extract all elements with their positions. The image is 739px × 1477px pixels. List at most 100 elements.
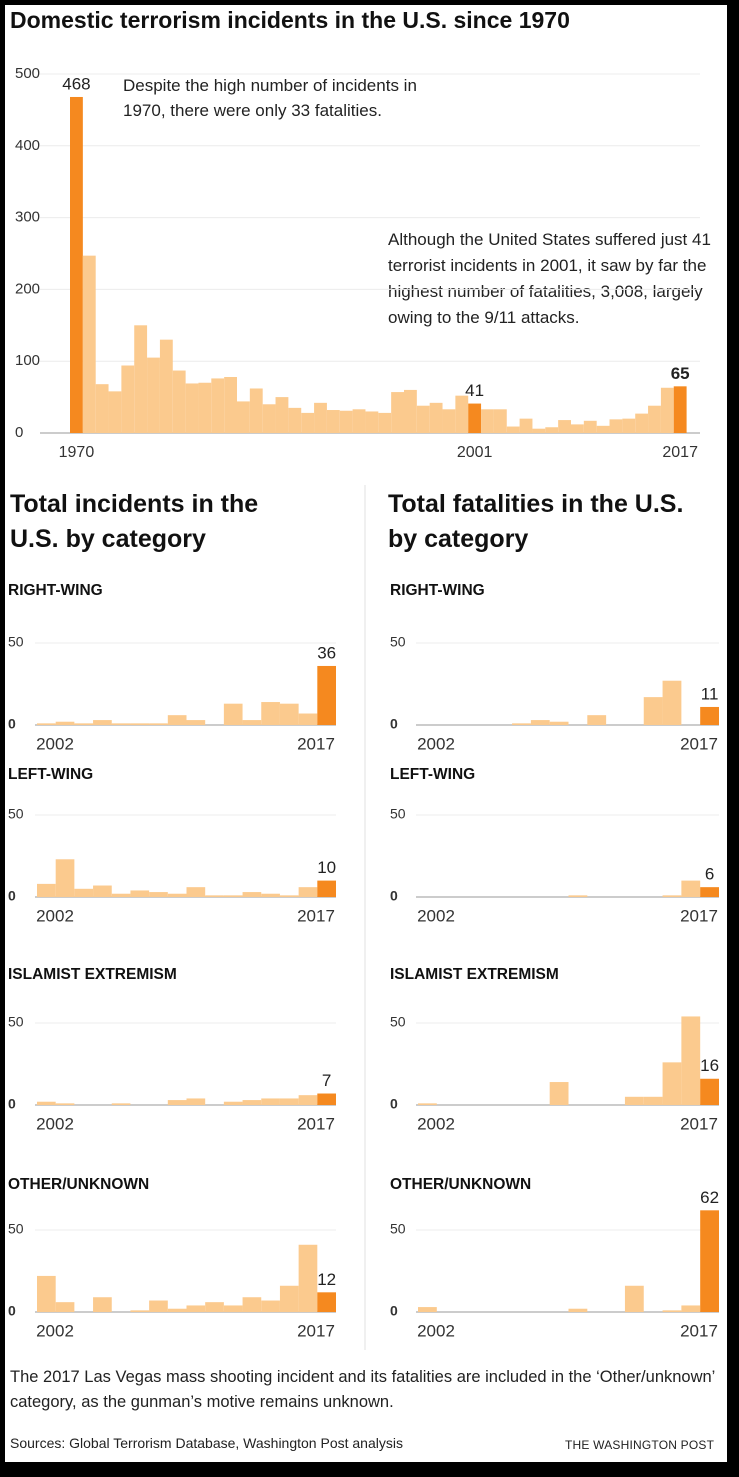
data-label: 62 bbox=[700, 1188, 719, 1207]
x-tick-label: 2017 bbox=[297, 1321, 335, 1340]
data-label: 6 bbox=[705, 865, 714, 884]
bar bbox=[149, 723, 168, 725]
bar bbox=[279, 1098, 299, 1105]
y-tick-label: 300 bbox=[15, 209, 40, 226]
data-label: 7 bbox=[322, 1071, 331, 1090]
bar bbox=[662, 680, 682, 725]
bar bbox=[429, 402, 443, 433]
bar bbox=[681, 1305, 701, 1312]
bar bbox=[468, 403, 482, 433]
x-tick-label: 2001 bbox=[457, 444, 493, 461]
bar bbox=[700, 1210, 719, 1312]
bar bbox=[185, 383, 199, 433]
bar bbox=[55, 1103, 75, 1105]
bar bbox=[205, 895, 224, 897]
y-tick-label: 50 bbox=[390, 806, 406, 822]
bar bbox=[317, 1292, 336, 1312]
bar bbox=[95, 384, 109, 433]
bar bbox=[442, 409, 456, 433]
x-tick-label: 2017 bbox=[297, 734, 335, 753]
bar bbox=[261, 702, 280, 725]
data-label: 65 bbox=[671, 364, 690, 383]
bar bbox=[506, 426, 520, 433]
annotation: Although the United States suffered just… bbox=[388, 230, 711, 327]
bar bbox=[147, 357, 160, 433]
data-label: 11 bbox=[701, 684, 719, 703]
bar bbox=[317, 665, 336, 725]
chart-title: ISLAMIST EXTREMISM bbox=[390, 966, 559, 983]
bar bbox=[587, 715, 607, 725]
bar bbox=[167, 893, 187, 897]
y-tick-label: 0 bbox=[390, 1096, 398, 1112]
chart-title: ISLAMIST EXTREMISM bbox=[8, 966, 177, 983]
bar bbox=[549, 1082, 569, 1105]
bar bbox=[673, 386, 687, 433]
bar bbox=[352, 409, 366, 433]
bar bbox=[93, 720, 112, 725]
bar bbox=[288, 407, 302, 433]
bar bbox=[662, 1062, 682, 1105]
bar bbox=[365, 411, 379, 433]
bar bbox=[418, 1307, 437, 1312]
bar bbox=[223, 1305, 243, 1312]
x-tick-label: 2002 bbox=[36, 734, 74, 753]
bar bbox=[167, 715, 187, 725]
page: Domestic terrorism incidents in the U.S.… bbox=[5, 5, 727, 1462]
bar bbox=[93, 885, 112, 897]
x-tick-label: 2002 bbox=[417, 1114, 455, 1133]
x-tick-label: 2017 bbox=[297, 1114, 335, 1133]
bar bbox=[261, 1098, 280, 1105]
bar bbox=[198, 382, 212, 433]
bar bbox=[662, 895, 682, 897]
bar bbox=[262, 404, 276, 433]
bar bbox=[545, 427, 559, 433]
bar bbox=[249, 388, 263, 433]
bar bbox=[37, 1275, 56, 1312]
bar bbox=[301, 412, 315, 433]
bar bbox=[279, 1285, 299, 1312]
y-tick-label: 50 bbox=[390, 634, 406, 650]
bar bbox=[317, 1093, 336, 1105]
bar bbox=[186, 1098, 206, 1105]
bar bbox=[275, 397, 289, 433]
bar bbox=[242, 1100, 262, 1105]
y-tick-label: 50 bbox=[8, 1221, 24, 1237]
bar bbox=[130, 723, 150, 725]
chart-title: RIGHT-WING bbox=[390, 582, 485, 599]
chart-title: Domestic terrorism incidents in the U.S.… bbox=[10, 7, 570, 33]
bar bbox=[481, 409, 494, 433]
y-tick-label: 0 bbox=[8, 1303, 16, 1319]
data-label: 10 bbox=[317, 858, 336, 877]
bar bbox=[298, 1095, 318, 1105]
data-label: 12 bbox=[317, 1270, 336, 1289]
data-label: 41 bbox=[465, 381, 484, 400]
bar bbox=[279, 703, 299, 725]
bar bbox=[622, 418, 636, 433]
bar bbox=[159, 339, 173, 433]
bar bbox=[700, 887, 719, 897]
chart-title: LEFT-WING bbox=[8, 766, 93, 783]
bar bbox=[172, 370, 186, 433]
bar bbox=[55, 1302, 75, 1312]
bar bbox=[519, 418, 533, 433]
y-tick-label: 50 bbox=[8, 1014, 24, 1030]
bar bbox=[55, 721, 75, 725]
x-tick-label: 2002 bbox=[36, 1321, 74, 1340]
bar bbox=[121, 365, 135, 433]
bar bbox=[681, 880, 701, 897]
bar bbox=[224, 376, 237, 433]
bar bbox=[55, 859, 75, 897]
bar bbox=[223, 703, 243, 725]
bar bbox=[130, 890, 150, 897]
x-tick-label: 2017 bbox=[662, 444, 698, 461]
chart-title: OTHER/UNKNOWN bbox=[8, 1176, 149, 1193]
bar bbox=[624, 1096, 644, 1105]
bar bbox=[643, 697, 663, 725]
bar bbox=[391, 392, 404, 433]
data-label: 16 bbox=[700, 1056, 719, 1075]
bar bbox=[298, 713, 318, 725]
y-tick-label: 500 bbox=[15, 65, 40, 82]
note: The 2017 Las Vegas mass shooting inciden… bbox=[10, 1368, 715, 1411]
bar bbox=[186, 887, 206, 897]
bar bbox=[532, 428, 546, 433]
